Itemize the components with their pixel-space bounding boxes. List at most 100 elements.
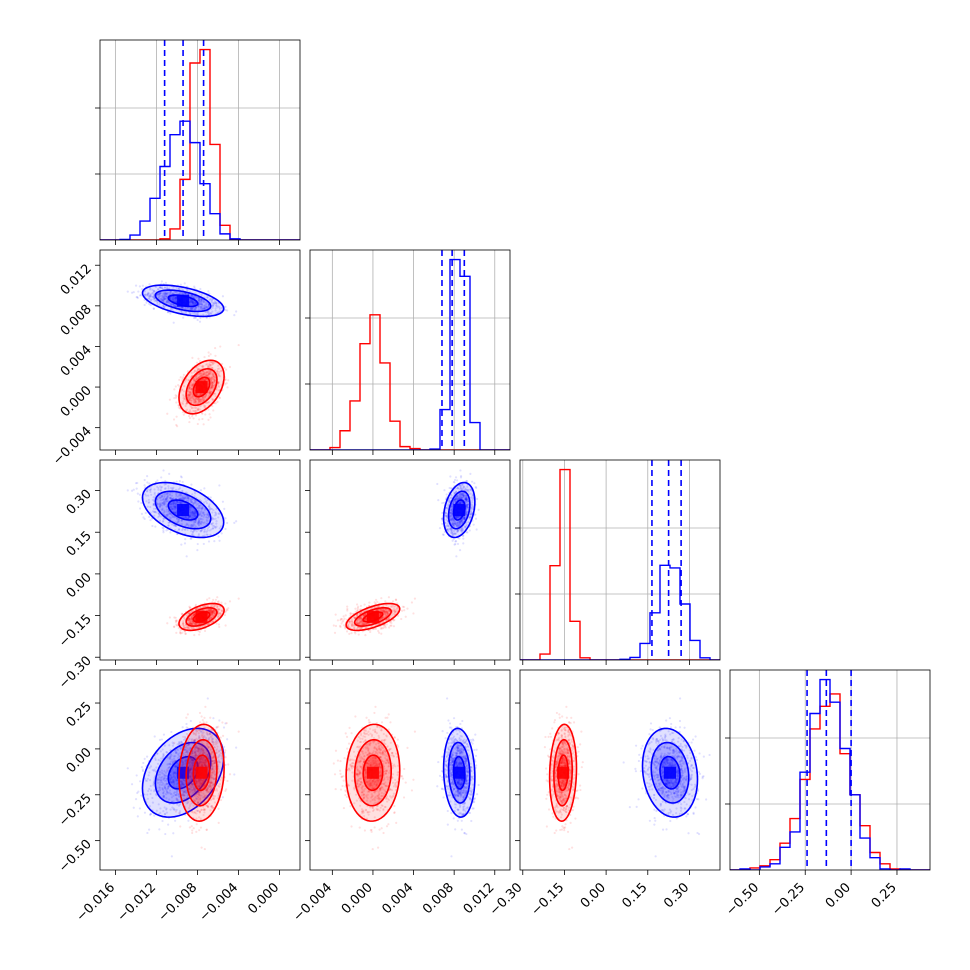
scatter-point bbox=[191, 524, 195, 527]
scatter-point bbox=[360, 626, 364, 629]
scatter-point bbox=[210, 507, 213, 511]
scatter-point bbox=[199, 398, 202, 401]
scatter-point bbox=[217, 612, 220, 616]
scatter-point bbox=[212, 598, 215, 601]
scatter-point bbox=[180, 519, 183, 522]
scatter-point bbox=[173, 616, 176, 619]
scatter-point bbox=[369, 630, 372, 634]
scatter-point bbox=[213, 380, 216, 383]
scatter-point bbox=[159, 294, 162, 297]
scatter-point bbox=[134, 482, 138, 485]
scatter-point bbox=[211, 614, 214, 617]
scatter-point bbox=[172, 286, 175, 289]
scatter-point bbox=[386, 612, 389, 615]
scatter-point bbox=[385, 614, 388, 617]
scatter-point bbox=[207, 391, 211, 394]
scatter-point bbox=[456, 497, 460, 500]
scatter-point bbox=[212, 385, 215, 389]
scatter-point bbox=[170, 303, 173, 306]
scatter-point bbox=[188, 386, 191, 389]
scatter-point bbox=[179, 502, 182, 505]
scatter-point bbox=[471, 505, 474, 508]
scatter-point bbox=[200, 507, 203, 510]
scatter-point bbox=[185, 523, 189, 526]
scatter-point bbox=[195, 306, 198, 309]
scatter-point bbox=[156, 503, 159, 506]
scatter-point bbox=[197, 398, 200, 401]
scatter-point bbox=[190, 523, 193, 527]
scatter-point bbox=[213, 379, 216, 382]
scatter-point bbox=[410, 601, 414, 604]
scatter-point bbox=[146, 490, 149, 493]
scatter-point bbox=[193, 311, 197, 315]
scatter-point bbox=[191, 511, 194, 514]
scatter-point bbox=[171, 297, 175, 300]
scatter-point bbox=[218, 306, 221, 309]
scatter-point bbox=[208, 391, 211, 394]
scatter-point bbox=[191, 615, 194, 618]
scatter-point bbox=[174, 300, 178, 304]
scatter-point bbox=[191, 627, 194, 630]
scatter-point bbox=[375, 609, 378, 612]
scatter-point bbox=[206, 311, 209, 314]
scatter-point bbox=[351, 624, 354, 627]
scatter-point bbox=[191, 394, 194, 397]
scatter-point bbox=[211, 380, 214, 383]
scatter-point bbox=[192, 622, 195, 625]
scatter-point bbox=[212, 604, 215, 607]
scatter-point bbox=[172, 505, 175, 508]
scatter-point bbox=[358, 619, 361, 622]
scatter-point bbox=[214, 598, 218, 601]
scatter-point bbox=[210, 387, 213, 390]
scatter-point bbox=[182, 307, 186, 310]
scatter-point bbox=[168, 297, 172, 300]
scatter-point bbox=[342, 619, 345, 622]
scatter-point bbox=[385, 608, 388, 611]
scatter-point bbox=[201, 307, 205, 310]
scatter-point bbox=[208, 391, 212, 395]
scatter-point bbox=[208, 597, 211, 600]
scatter-point bbox=[210, 613, 213, 616]
scatter-point bbox=[441, 511, 444, 515]
scatter-point bbox=[159, 503, 162, 507]
scatter-point bbox=[336, 619, 340, 622]
scatter-point bbox=[188, 420, 191, 424]
scatter-point bbox=[209, 363, 212, 367]
scatter-point bbox=[203, 370, 206, 374]
scatter-point bbox=[466, 506, 469, 509]
scatter-point bbox=[459, 520, 462, 523]
scatter-point bbox=[465, 531, 468, 534]
scatter-point bbox=[150, 298, 153, 301]
scatter-point bbox=[351, 623, 354, 626]
scatter-point bbox=[182, 622, 185, 625]
scatter-point bbox=[382, 605, 385, 608]
scatter-point bbox=[149, 299, 153, 302]
scatter-point bbox=[211, 397, 214, 400]
scatter-point bbox=[199, 303, 202, 306]
scatter-point bbox=[175, 480, 178, 483]
scatter-point bbox=[464, 498, 468, 501]
scatter-point bbox=[156, 301, 159, 304]
scatter-point bbox=[359, 604, 363, 608]
scatter-point bbox=[209, 353, 212, 356]
scatter-point bbox=[381, 627, 384, 630]
scatter-point bbox=[192, 502, 195, 506]
scatter-point bbox=[213, 611, 216, 614]
scatter-point bbox=[175, 295, 178, 299]
scatter-point bbox=[192, 379, 195, 382]
scatter-point bbox=[194, 499, 197, 502]
scatter-point bbox=[146, 293, 149, 296]
scatter-point bbox=[465, 500, 468, 503]
scatter-point bbox=[159, 499, 163, 502]
scatter-point bbox=[462, 494, 466, 498]
scatter-point bbox=[364, 626, 367, 629]
scatter-point bbox=[148, 283, 151, 286]
scatter-point bbox=[459, 493, 462, 496]
scatter-point bbox=[214, 307, 217, 310]
scatter-point bbox=[182, 395, 185, 398]
scatter-point bbox=[209, 609, 212, 613]
scatter-point bbox=[192, 522, 195, 526]
scatter-point bbox=[198, 320, 202, 323]
scatter-point bbox=[378, 613, 382, 617]
scatter-point bbox=[163, 295, 166, 298]
